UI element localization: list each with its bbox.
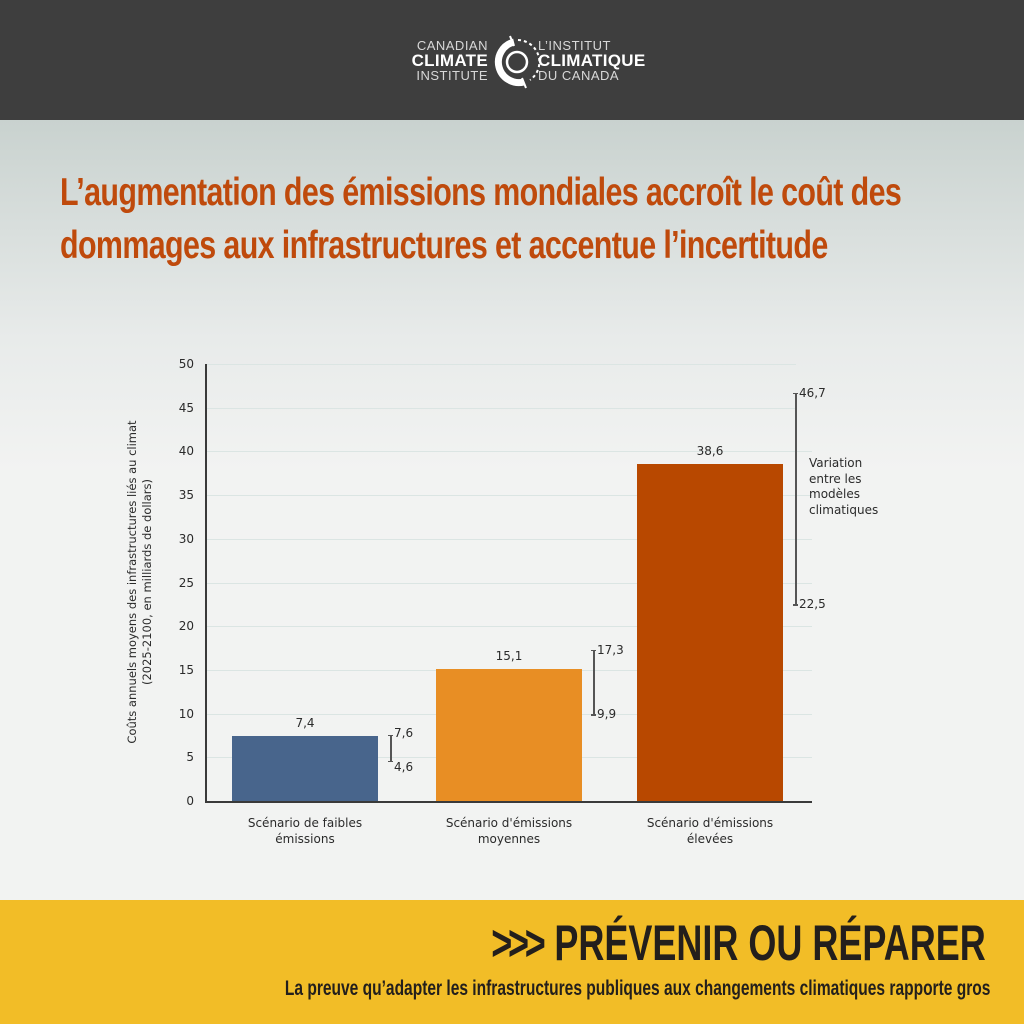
range-high-label: 7,6 [394,725,414,740]
y-tick-label: 10 [178,706,194,721]
range-high-label: 17,3 [597,642,624,657]
y-axis-label-line1: Coûts annuels moyens des infrastructures… [125,420,139,744]
bar [232,736,378,801]
x-category-label: Scénario de faibles émissions [205,815,405,847]
x-category-label-line: moyennes [477,832,541,846]
range-bar [593,649,595,715]
range-cap [388,760,393,763]
logo-right-line3: DU CANADA [538,68,620,83]
logo-french: L’INSTITUT CLIMATIQUE DU CANADA [538,38,646,83]
logo: CANADIAN CLIMATE INSTITUTE L’INSTITUT CL… [0,0,1024,120]
x-axis [205,801,812,803]
logo-english: CANADIAN CLIMATE INSTITUTE [412,38,488,83]
annotation-line: entre les [809,471,862,486]
footer-banner [0,900,1024,1024]
range-low-label: 9,9 [597,707,617,722]
y-tick-label: 40 [178,444,194,459]
y-tick-label: 35 [178,488,194,503]
grid-line [206,451,812,453]
annotation-line: modèles [809,487,860,501]
bar-value-label: 38,6 [696,443,724,458]
range-cap [388,734,393,737]
y-axis [205,364,207,802]
logo-left-line2: CLIMATE [411,51,488,70]
annotation-line: Variation [809,456,863,470]
institute-ring-icon [494,35,541,89]
annotation-line: climatiques [809,502,879,517]
range-cap [591,714,596,716]
grid-line [206,495,812,497]
logo-right-line1: L’INSTITUT [538,38,611,53]
range-cap [793,604,798,606]
logo-left-line1: CANADIAN [416,38,488,53]
banner-title: >>> PRÉVENIR OU RÉPARER [492,916,986,970]
range-cap [793,392,798,395]
page-title: L’augmentation des émissions mondiales a… [60,171,902,267]
grid-line [206,407,796,409]
range-low-label: 22,5 [799,597,826,612]
x-category-label-line: élevées [686,832,734,846]
bar-value-label: 15,1 [495,649,523,664]
bar-chart: Coûts annuels moyens des infrastructures… [125,357,878,847]
y-tick-label: 20 [178,619,194,634]
range-bar [390,734,392,761]
header-bar [0,0,1024,120]
y-tick-label: 45 [178,400,194,415]
grid-line [206,364,796,365]
x-category-label-line: Scénario de faibles [247,816,363,830]
x-category-label-line: émissions [275,832,335,846]
bar [436,669,582,801]
x-category-label: Scénario d'émissions moyennes [409,815,609,847]
chevrons-icon: >>> [491,915,546,971]
x-category-label-line: Scénario d'émissions [646,816,774,830]
range-bar [795,392,797,605]
logo-right-line2: CLIMATIQUE [538,51,646,70]
y-tick-label: 0 [186,794,194,808]
x-category-label-line: Scénario d'émissions [445,816,573,830]
bar [637,463,783,801]
y-axis-label: Coûts annuels moyens des infrastructures… [125,362,155,802]
grid-line [206,626,812,628]
range-cap [591,649,596,652]
banner-title-text: PRÉVENIR OU RÉPARER [554,915,986,971]
y-tick-label: 15 [178,662,194,677]
y-tick-label: 30 [178,531,194,546]
y-tick-label: 5 [186,750,194,765]
banner-subtitle: La preuve qu’adapter les infrastructures… [284,977,990,1000]
y-axis-label-line2: (2025-2100, en milliards de dollars) [140,479,154,686]
y-tick-label: 25 [178,575,194,590]
grid-line [206,582,812,584]
range-high-label: 46,7 [799,385,826,400]
x-category-label: Scénario d'émissions élevées [610,815,810,847]
logo-left-line3: INSTITUTE [416,68,488,83]
bar-value-label: 7,4 [295,716,315,731]
range-low-label: 4,6 [394,759,414,774]
range-annotation: Variation entre les modèles climatiques [809,456,878,518]
y-tick-label: 50 [178,357,194,371]
grid-line [206,538,812,540]
